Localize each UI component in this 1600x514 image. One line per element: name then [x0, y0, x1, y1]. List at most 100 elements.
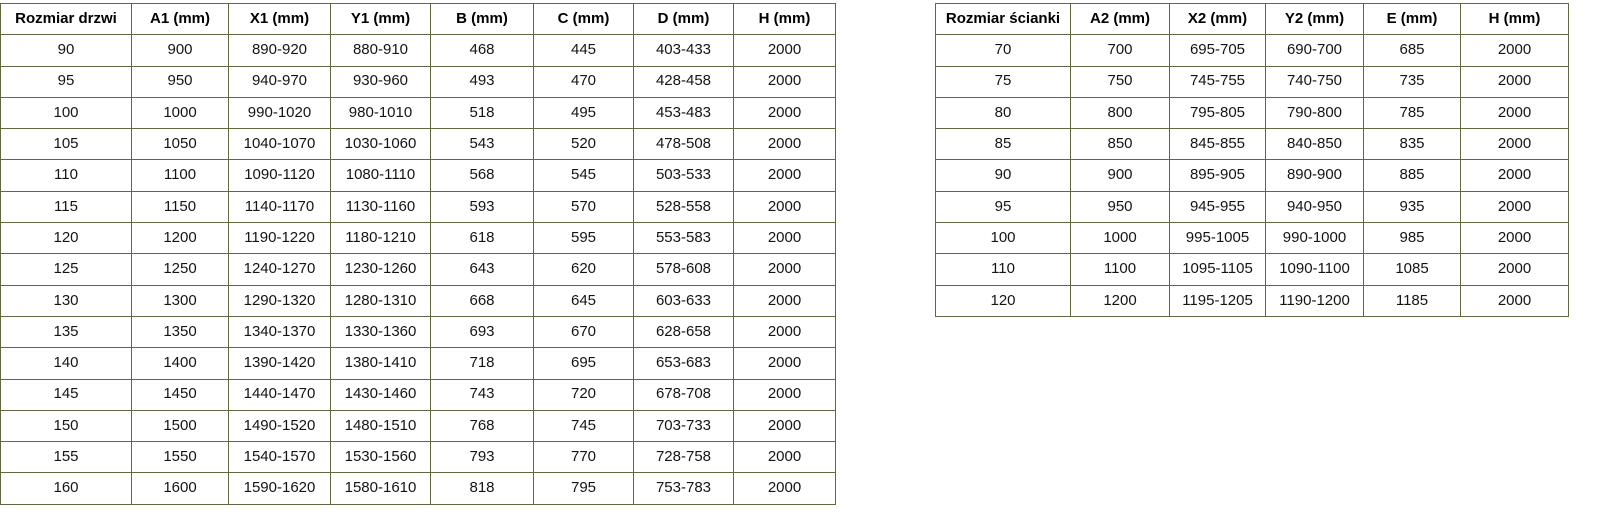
table-cell: 2000 — [1460, 96, 1569, 130]
table-cell: 620 — [533, 253, 634, 286]
table-cell: 503-533 — [633, 159, 734, 192]
table-cell: 2000 — [1460, 284, 1569, 317]
table-row: 70 700 695-705 690-700 685 2000 — [935, 34, 1569, 67]
table-cell: 1580-1610 — [330, 472, 431, 505]
table-cell: 800 — [1070, 96, 1170, 130]
table-cell: 1030-1060 — [330, 128, 431, 161]
table-cell: 2000 — [733, 315, 836, 349]
table-cell: 2000 — [1460, 159, 1569, 192]
table-row: 125 1250 1240-1270 1230-1260 643 620 578-608 20… — [0, 253, 836, 286]
table-cell: 1500 — [131, 409, 229, 443]
table-cell: 90 — [935, 159, 1071, 192]
table-cell: 478-508 — [633, 128, 734, 161]
table-cell: 945-955 — [1169, 190, 1266, 224]
table-cell: 1100 — [131, 159, 229, 192]
table-row: 90 900 890-920 880-910 468 445 403-433 2000 — [0, 34, 836, 67]
table-row: 160 1600 1590-1620 1580-1610 818 795 753-783 20… — [0, 472, 836, 505]
table-cell: 493 — [430, 65, 534, 98]
table-cell: 1490-1520 — [228, 409, 331, 443]
table-cell: 1150 — [131, 190, 229, 224]
table-cell: 1600 — [131, 472, 229, 505]
column-header: X2 (mm) — [1169, 2, 1266, 36]
table-cell: 1200 — [131, 222, 229, 255]
table-cell: 950 — [1070, 190, 1170, 224]
table-cell: 2000 — [733, 128, 836, 161]
table-row: 120 1200 1195-1205 1190-1200 1185 2000 — [935, 284, 1569, 317]
table-cell: 543 — [430, 128, 534, 161]
table-cell: 595 — [533, 222, 634, 255]
table-cell: 785 — [1363, 96, 1461, 130]
table-cell: 1230-1260 — [330, 253, 431, 286]
table-cell: 840-850 — [1265, 128, 1364, 161]
table-row: 130 1300 1290-1320 1280-1310 668 645 603-633 20… — [0, 284, 836, 317]
table-row: 140 1400 1390-1420 1380-1410 718 695 653-683 20… — [0, 347, 836, 380]
table-cell: 740-750 — [1265, 65, 1364, 98]
table-row: 105 1050 1040-1070 1030-1060 543 520 478-508 20… — [0, 128, 836, 161]
column-header: H (mm) — [1460, 2, 1569, 36]
table-cell: 100 — [935, 222, 1071, 255]
table-cell: 80 — [935, 96, 1071, 130]
column-header: A1 (mm) — [131, 2, 229, 36]
table-cell: 940-950 — [1265, 190, 1364, 224]
table-row: 155 1550 1540-1570 1530-1560 793 770 728-758 20… — [0, 441, 836, 474]
table-cell: 720 — [533, 378, 634, 411]
table-cell: 1590-1620 — [228, 472, 331, 505]
table-cell: 518 — [430, 96, 534, 130]
table-cell: 850 — [1070, 128, 1170, 161]
table-cell: 750 — [1070, 65, 1170, 98]
column-header: C (mm) — [533, 2, 634, 36]
table-cell: 703-733 — [633, 409, 734, 443]
table-row: 120 1200 1190-1220 1180-1210 618 595 553-583 20… — [0, 222, 836, 255]
table-cell: 1190-1200 — [1265, 284, 1364, 317]
table-cell: 950 — [131, 65, 229, 98]
table-cell: 125 — [0, 253, 132, 286]
table-cell: 2000 — [733, 159, 836, 192]
table-cell: 770 — [533, 441, 634, 474]
table-cell: 1190-1220 — [228, 222, 331, 255]
table-row: 85 850 845-855 840-850 835 2000 — [935, 128, 1569, 161]
table-row: 80 800 795-805 790-800 785 2000 — [935, 96, 1569, 130]
table-cell: 553-583 — [633, 222, 734, 255]
table-cell: 690-700 — [1265, 34, 1364, 67]
table-cell: 1390-1420 — [228, 347, 331, 380]
table-cell: 793 — [430, 441, 534, 474]
wall-table-header-row: Rozmiar ścianki A2 (mm) X2 (mm) Y2 (mm) E (m… — [935, 2, 1569, 36]
table-row: 75 750 745-755 740-750 735 2000 — [935, 65, 1569, 98]
column-header: H (mm) — [733, 2, 836, 36]
table-cell: 2000 — [733, 378, 836, 411]
table-cell: 645 — [533, 284, 634, 317]
table-cell: 110 — [0, 159, 132, 192]
table-cell: 603-633 — [633, 284, 734, 317]
table-cell: 155 — [0, 441, 132, 474]
table-cell: 1180-1210 — [330, 222, 431, 255]
table-cell: 1050 — [131, 128, 229, 161]
table-cell: 1450 — [131, 378, 229, 411]
column-header: Rozmiar drzwi — [0, 2, 132, 36]
table-cell: 835 — [1363, 128, 1461, 161]
table-cell: 2000 — [1460, 34, 1569, 67]
table-cell: 2000 — [1460, 65, 1569, 98]
table-cell: 1350 — [131, 315, 229, 349]
table-cell: 468 — [430, 34, 534, 67]
table-cell: 90 — [0, 34, 132, 67]
table-cell: 2000 — [733, 65, 836, 98]
table-row: 110 1100 1095-1105 1090-1100 1085 2000 — [935, 253, 1569, 286]
column-header: D (mm) — [633, 2, 734, 36]
table-row: 95 950 945-955 940-950 935 2000 — [935, 190, 1569, 224]
table-cell: 653-683 — [633, 347, 734, 380]
table-cell: 745-755 — [1169, 65, 1266, 98]
table-cell: 980-1010 — [330, 96, 431, 130]
table-cell: 2000 — [733, 284, 836, 317]
column-header: A2 (mm) — [1070, 2, 1170, 36]
table-cell: 2000 — [1460, 222, 1569, 255]
table-cell: 453-483 — [633, 96, 734, 130]
table-cell: 930-960 — [330, 65, 431, 98]
table-cell: 2000 — [733, 96, 836, 130]
table-cell: 2000 — [733, 253, 836, 286]
table-cell: 718 — [430, 347, 534, 380]
wall-table-body: 70 700 695-705 690-700 685 2000 75 750 745-755 74… — [935, 34, 1569, 317]
table-cell: 795 — [533, 472, 634, 505]
table-cell: 95 — [0, 65, 132, 98]
table-cell: 1090-1100 — [1265, 253, 1364, 286]
table-cell: 110 — [935, 253, 1071, 286]
